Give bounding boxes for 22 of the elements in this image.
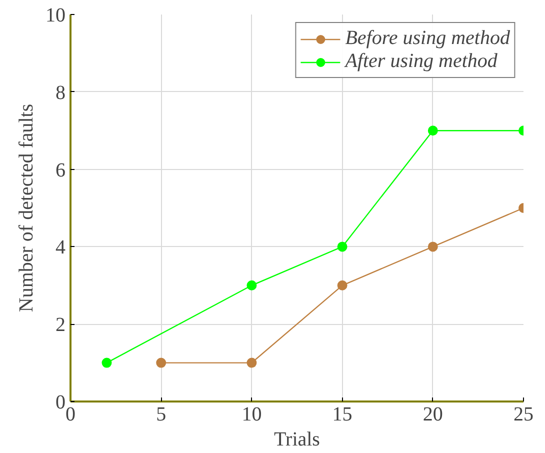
y-axis-title: Number of detected faults <box>16 104 38 312</box>
point <box>156 358 166 368</box>
y-tick-label: 2 <box>56 314 66 336</box>
y-tick-label: 4 <box>56 236 66 259</box>
x-tick-label: 25 <box>514 404 534 426</box>
point <box>428 242 438 252</box>
x-tick-label: 10 <box>242 404 262 426</box>
x-tick-label: 15 <box>332 404 352 426</box>
y-tick-label: 6 <box>56 159 66 182</box>
point <box>246 280 257 290</box>
point <box>102 358 112 368</box>
point <box>337 280 348 290</box>
point <box>246 358 257 368</box>
x-tick-label: 5 <box>156 404 166 426</box>
point <box>428 126 438 136</box>
x-tick-label: 20 <box>422 404 443 426</box>
legend-label: Before using method <box>345 27 510 50</box>
x-axis-title: Trials <box>274 428 320 450</box>
point <box>337 242 348 252</box>
y-tick-label: 8 <box>56 82 66 104</box>
y-tick-label: 10 <box>46 4 66 26</box>
legend-label: After using method <box>345 50 498 73</box>
